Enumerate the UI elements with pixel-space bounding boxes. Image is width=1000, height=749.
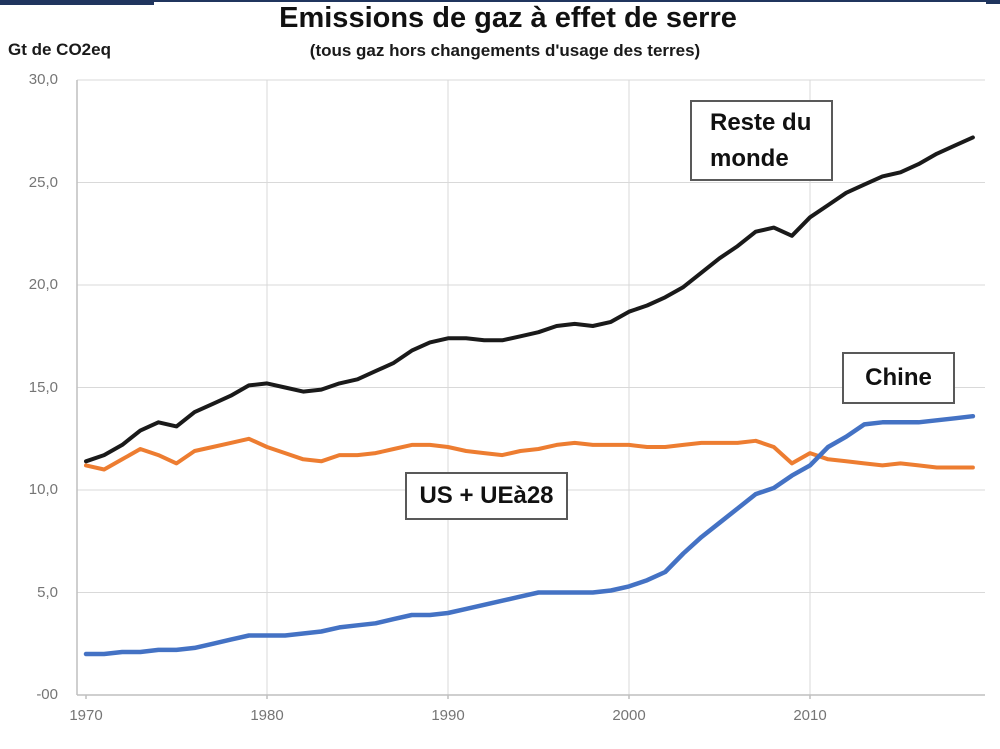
y-tick-label-10: 10,0 — [28, 481, 58, 498]
top-border-left-segment — [0, 0, 154, 5]
annotation-chine: Chine — [842, 352, 955, 404]
series-line-chine — [83, 413, 976, 657]
annotation-reste-du-monde: Reste du monde — [690, 100, 833, 181]
x-tick-label-1980: 1980 — [250, 707, 284, 724]
top-border-right-segment — [986, 0, 1000, 4]
series-line-us-ue-28 — [84, 436, 975, 472]
x-tick-label-1970: 1970 — [69, 707, 103, 724]
chart-subtitle: (tous gaz hors changements d'usage des t… — [309, 41, 701, 60]
y-tick-label-5: 5,0 — [37, 583, 58, 601]
x-tick-label-2000: 2000 — [612, 707, 646, 724]
chart-title: Emissions de gaz à effet de serre — [279, 2, 737, 34]
y-tick-label-25: 25,0 — [28, 173, 58, 191]
y-tick-label-0: -00 — [36, 686, 58, 703]
top-border-line — [0, 0, 1000, 2]
annotation-reste-du-monde-line1: Reste du — [710, 109, 812, 136]
y-tick-label-20: 20,0 — [28, 276, 58, 293]
x-tick-label-1990: 1990 — [431, 707, 465, 724]
annotation-us-ue28: US + UEà28 — [405, 472, 568, 520]
y-tick-label-30: 30,0 — [28, 71, 58, 88]
x-tick-label-2010: 2010 — [793, 707, 827, 724]
series-line-reste-du-monde — [84, 135, 975, 464]
y-tick-label-15: 15,0 — [28, 378, 58, 396]
annotation-reste-du-monde-line2: monde — [710, 145, 789, 172]
y-axis-unit-label: Gt de CO2eq — [8, 40, 111, 59]
